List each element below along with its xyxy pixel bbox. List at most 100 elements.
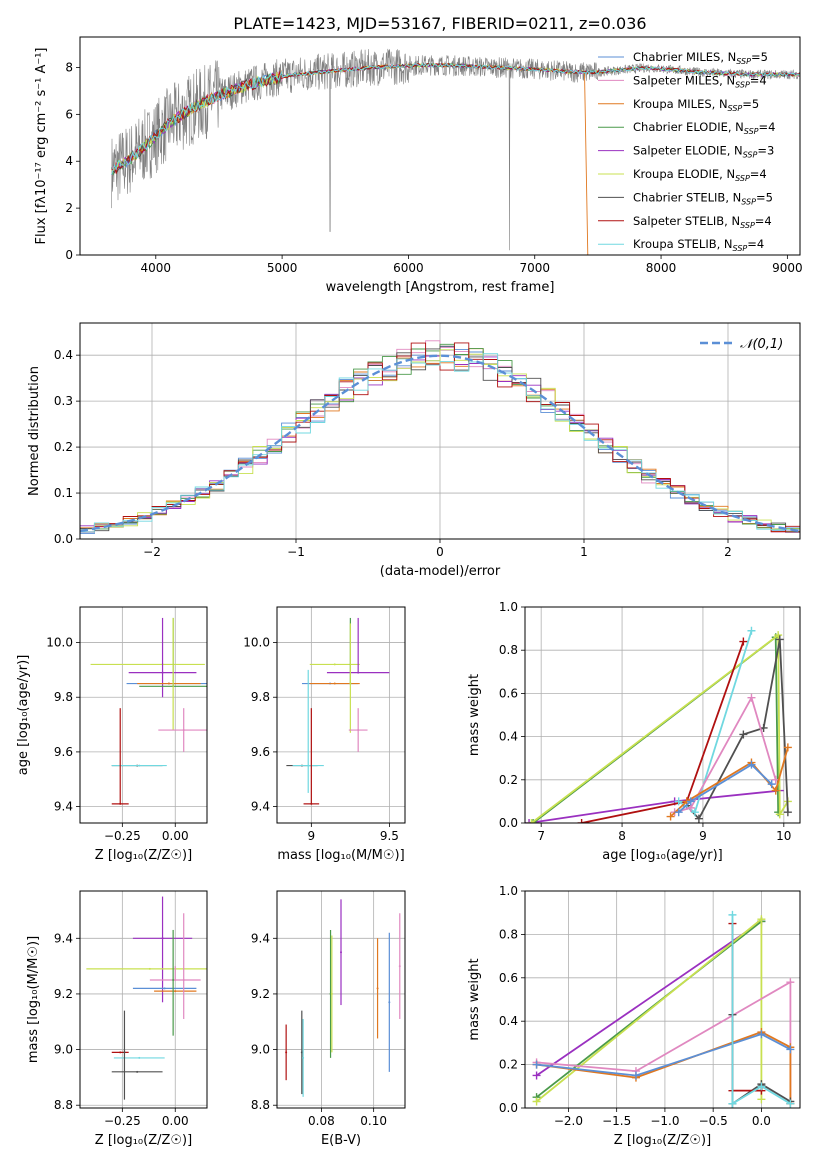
histogram-salpeter_stelib	[80, 342, 800, 533]
y-axis-label: Normed distribution	[27, 366, 42, 496]
series-line-kroupa_stelib	[731, 914, 791, 1106]
series-marker-kroupa_stelib	[747, 626, 756, 635]
y-tick-label: 8.8	[251, 1098, 270, 1112]
axes-frame	[79, 322, 801, 540]
legend-label-kroupa_stelib: Kroupa STELIB, NSSP=4	[633, 237, 764, 253]
axes-frame	[79, 606, 208, 824]
x-tick-label: 9	[308, 829, 316, 843]
series-marker-kroupa_elodie	[775, 810, 784, 819]
x-tick-label: −1.0	[650, 1114, 679, 1128]
x-tick-label: −1	[287, 545, 305, 559]
point-kroupa_elodie	[330, 992, 333, 995]
y-tick-label: 0.0	[54, 532, 73, 546]
point-kroupa_elodie	[148, 967, 151, 970]
x-tick-label: 0.10	[360, 1114, 387, 1128]
panel-spectrum: 4000 5000 6000 7000 8000 9000 0 2 4 6 8 wavelength …	[34, 36, 803, 295]
y-tick-label: 0.4	[499, 730, 518, 744]
series-marker-salpeter_elodie	[525, 819, 534, 823]
x-axis-label: Z [log₁₀(Z/Z☉)]	[614, 1133, 711, 1148]
y-tick-label: 9.6	[54, 745, 73, 759]
series-marker-chabrier_miles	[686, 797, 695, 806]
series-marker-chabrier_stelib	[694, 814, 703, 823]
series-marker-chabrier_miles	[786, 1045, 795, 1054]
series-marker-chabrier_miles	[757, 1030, 766, 1039]
series-marker-kroupa_stelib	[674, 797, 683, 806]
x-tick-label: 8000	[646, 261, 677, 275]
series-marker-chabrier_miles	[674, 808, 683, 817]
series-marker-kroupa_elodie	[774, 631, 783, 640]
series-line-kroupa_elodie	[536, 917, 763, 1103]
y-tick-label: 0.8	[499, 643, 518, 657]
point-chabrier_stelib	[136, 1070, 139, 1073]
series-marker-kroupa_miles	[666, 812, 675, 821]
plot-area	[80, 340, 800, 535]
y-axis-label: mass [log₁₀(M/M☉)]	[26, 936, 41, 1063]
y-tick-label: 9.8	[54, 690, 73, 704]
y-axis-label: Flux [fλ10⁻¹⁷ erg cm⁻² s⁻¹ A⁻¹]	[34, 48, 49, 245]
point-kroupa_elodie	[333, 663, 336, 666]
x-tick-label: 9000	[772, 261, 803, 275]
plot-area	[90, 617, 207, 805]
point-chabrier_elodie	[172, 979, 175, 982]
series-marker-kroupa_stelib	[690, 808, 699, 817]
point-kroupa_stelib	[302, 1056, 305, 1059]
legend-label-salpeter_elodie: Salpeter ELODIE, NSSP=3	[633, 144, 774, 160]
y-tick-label: 9.0	[54, 1043, 73, 1057]
point-kroupa_miles	[167, 682, 170, 685]
series-marker-chabrier_miles	[532, 1060, 541, 1069]
point-salpeter_miles	[357, 729, 360, 732]
plot-area	[525, 626, 792, 823]
legend-label-chabrier_elodie: Chabrier ELODIE, NSSP=4	[633, 120, 775, 136]
axes-frame	[79, 36, 801, 256]
series-marker-kroupa_miles	[771, 786, 780, 795]
legend-label-chabrier_stelib: Chabrier STELIB, NSSP=5	[633, 190, 773, 206]
point-chabrier_miles	[163, 987, 166, 990]
legend-label-normal: 𝒩(0,1)	[740, 337, 783, 352]
x-axis-label: E(B-V)	[321, 1133, 361, 1148]
y-tick-label: 9.4	[54, 800, 73, 814]
x-tick-label: 0	[436, 545, 444, 559]
series-line-chabrier_stelib	[686, 639, 789, 821]
y-tick-label: 0.6	[499, 686, 518, 700]
point-salpeter_miles	[182, 729, 185, 732]
series-marker-salpeter_miles	[747, 693, 756, 702]
x-tick-label: 0.0	[752, 1114, 771, 1128]
x-tick-label: −0.5	[699, 1114, 728, 1128]
x-axis-label: wavelength [Angstrom, rest frame]	[326, 280, 555, 295]
y-tick-label: 9.6	[251, 745, 270, 759]
point-kroupa_miles	[333, 682, 336, 685]
y-tick-label: 0.2	[499, 773, 518, 787]
y-tick-label: 0.0	[499, 1101, 518, 1115]
x-tick-label: −2	[143, 545, 161, 559]
x-axis-label: mass [log₁₀(M/M☉)]	[277, 848, 404, 863]
x-axis-label: Z [log₁₀(Z/Z☉)]	[95, 848, 192, 863]
legend-label-salpeter_miles: Salpeter MILES, NSSP=4	[633, 73, 767, 89]
plot-area	[86, 896, 207, 1100]
y-tick-label: 10.0	[243, 636, 270, 650]
point-salpeter_miles	[398, 965, 401, 968]
point-salpeter_elodie	[340, 951, 342, 954]
panel-mass_vs_ebv: 0.08 0.10 8.8 9.0 9.2 9.4 E(B-V)	[251, 890, 406, 1148]
x-tick-label: 7	[537, 829, 545, 843]
x-tick-label: 0.08	[308, 1114, 335, 1128]
series-marker-kroupa_miles	[783, 743, 792, 752]
y-tick-label: 8	[65, 60, 73, 74]
x-axis-label: (data-model)/error	[380, 564, 501, 579]
legend-label-salpeter_stelib: Salpeter STELIB, NSSP=4	[633, 214, 772, 230]
series-marker-kroupa_stelib	[728, 1099, 737, 1108]
series-marker-kroupa_stelib	[728, 910, 737, 919]
x-tick-label: 0.00	[162, 1114, 189, 1128]
y-tick-label: 0.2	[499, 1058, 518, 1072]
y-axis-label: age [log₁₀(age/yr)]	[16, 655, 31, 776]
axes-frame	[276, 606, 406, 824]
y-tick-label: 0.1	[54, 486, 73, 500]
series-marker-chabrier_miles	[747, 760, 756, 769]
y-tick-label: 0.4	[54, 348, 73, 362]
panel-age_vs_Z: −0.25 0.00 9.4 9.6 9.8 10.0 Z [log₁₀(Z/Z☉)] age…	[16, 606, 208, 863]
point-kroupa_stelib	[138, 1056, 141, 1059]
y-axis-label: mass weight	[467, 958, 482, 1040]
panel-massweight_vs_Z: −2.0 −1.5 −1.0 −0.5 0.0 0.0 0.2 0.4 0.6 0.8 1.0 Z […	[467, 884, 801, 1148]
point-kroupa_elodie	[172, 679, 175, 682]
point-kroupa_miles	[376, 987, 379, 990]
